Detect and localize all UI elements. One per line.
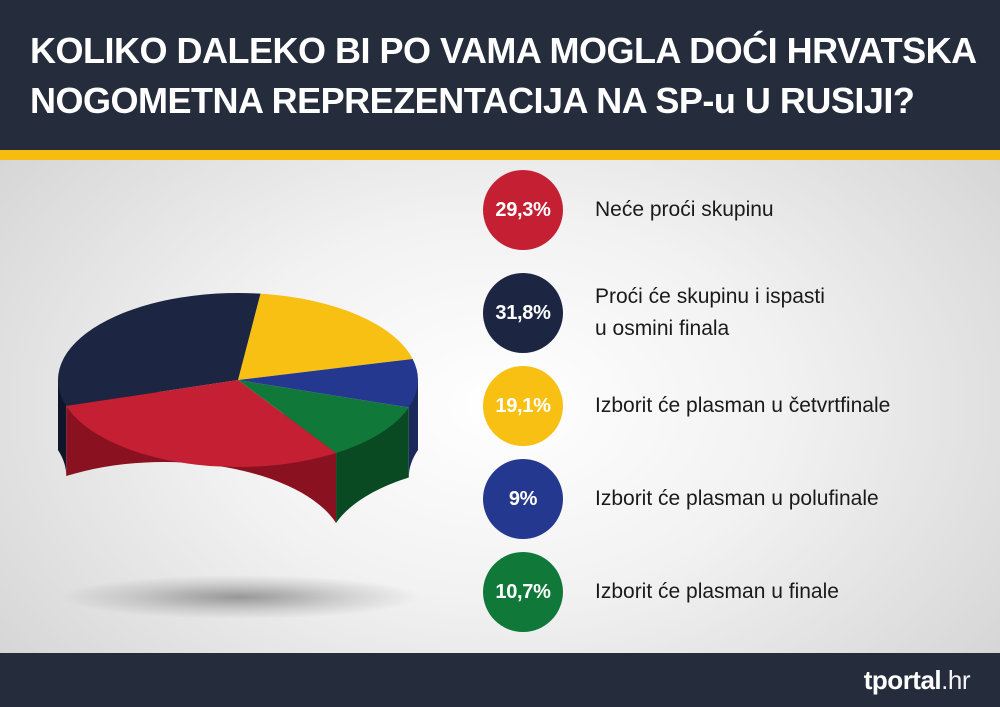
title-line-2: NOGOMETNA REPREZENTACIJA NA SP-u U RUSIJ…: [30, 80, 915, 121]
legend-item-nece-proci-skupinu: 29,3% Neće proći skupinu: [483, 170, 983, 250]
pie-slice-3: [238, 358, 418, 408]
legend-value: 19,1%: [495, 394, 551, 417]
legend-item-polufinale: 9% Izborit će plasman u polufinale: [483, 459, 983, 539]
pie-slice-0: [66, 380, 337, 467]
footer: tportal.hr: [0, 653, 1000, 707]
legend-item-finale: 10,7% Izborit će plasman u finale: [483, 552, 983, 632]
pie-chart: [57, 293, 420, 619]
legend-label: Izborit će plasman u finale: [595, 580, 839, 603]
tportal-logo: tportal.hr: [863, 665, 971, 696]
pie-slice-4: [238, 380, 409, 453]
pie-slice-2: [238, 293, 413, 380]
legend-value: 29,3%: [495, 198, 551, 221]
legend-label: Izborit će plasman u četvrtfinale: [595, 394, 891, 417]
legend-badge: 31,8%: [483, 273, 563, 353]
legend-item-osmina-finala: 31,8% Proći će skupinu i ispasti u osmin…: [483, 273, 983, 353]
title-line-1: KOLIKO DALEKO BI PO VAMA MOGLA DOĆI HRVA…: [30, 30, 977, 71]
chart-title: KOLIKO DALEKO BI PO VAMA MOGLA DOĆI HRVA…: [30, 26, 980, 126]
pie-slice-1: [57, 293, 261, 407]
legend-badge: 10,7%: [483, 552, 563, 632]
pie-side-3: [408, 380, 418, 478]
pie-side-1: [58, 380, 67, 477]
legend-badge: 9%: [483, 459, 563, 539]
legend-item-cetvrtfinale: 19,1% Izborit će plasman u četvrtfinale: [483, 366, 983, 446]
legend-badge: 29,3%: [483, 170, 563, 250]
legend-label: Proći će skupinu i ispasti u osmini fina…: [595, 285, 825, 340]
legend-badge: 19,1%: [483, 366, 563, 446]
legend-label: Neće proći skupinu: [595, 198, 774, 221]
header: KOLIKO DALEKO BI PO VAMA MOGLA DOĆI HRVA…: [0, 0, 1000, 150]
pie-shadow: [60, 575, 420, 619]
accent-stripe: [0, 150, 1000, 160]
legend-value: 9%: [508, 487, 538, 510]
legend-label: Izborit će plasman u polufinale: [595, 487, 879, 510]
legend-value: 31,8%: [495, 301, 551, 324]
pie-tops: [57, 293, 418, 467]
logo-suffix: .hr: [941, 665, 970, 695]
legend-value: 10,7%: [495, 580, 551, 603]
logo-main: tportal: [863, 665, 942, 695]
